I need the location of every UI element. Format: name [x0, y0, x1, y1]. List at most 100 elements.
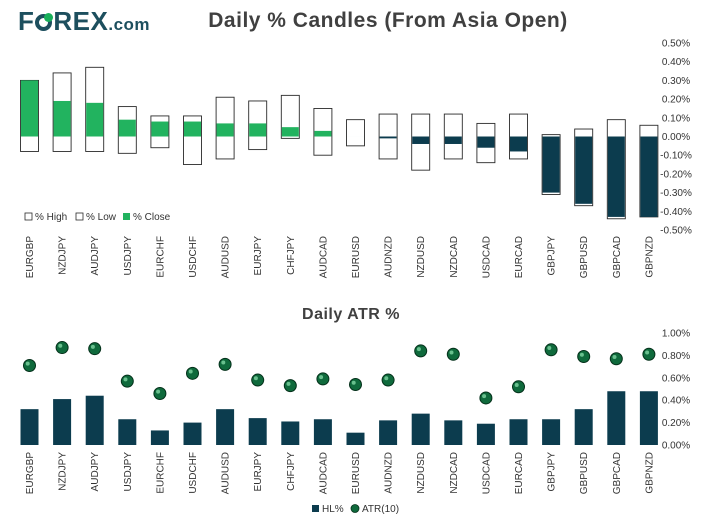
candle-close-audusd [216, 123, 234, 137]
atr-point-nzdusd [414, 344, 428, 358]
atr-point-highlight [221, 360, 226, 365]
atr-point-usdchf [186, 366, 199, 380]
candle-close-eurjpy [249, 123, 267, 137]
atr-point-audnzd [381, 373, 395, 387]
chart2-x-label: NZDUSD [416, 452, 427, 494]
hl-bar-nzdjpy [53, 399, 72, 445]
chart1-y-tick: 0.00% [662, 132, 690, 143]
hl-bar-usdchf [183, 422, 202, 445]
atr-point-eurgbp [23, 358, 36, 372]
chart2-x-label: USDJPY [123, 452, 134, 492]
chart1-title: Daily % Candles (From Asia Open) [208, 9, 567, 32]
atr-point-highlight [123, 377, 128, 382]
chart1-y-tick: 0.20% [662, 95, 690, 106]
hl-bar-gbpnzd [639, 391, 658, 445]
atr-point-nzdcad [446, 347, 460, 361]
chart2-y-tick: 0.80% [662, 351, 690, 362]
legend-hl-swatch [312, 505, 319, 512]
chart2-x-label: USDCHF [188, 452, 199, 494]
chart2-x-label: AUDNZD [384, 452, 395, 494]
atr-point-eurcad [512, 380, 525, 394]
atr-point-audjpy [88, 342, 102, 356]
chart2-x-label: EURJPY [253, 452, 264, 492]
chart2-y-tick: 0.00% [662, 441, 690, 452]
candle-close-gbpjpy [542, 136, 560, 193]
legend-high-label: % High [35, 212, 67, 223]
hl-bar-eurgbp [20, 409, 39, 445]
chart2-x-axis: EURGBP NZDJPY AUDJPY USDJPY EURCHF USDCHF AUDU… [25, 452, 655, 495]
hl-bar-chfjpy [281, 421, 300, 445]
atr-point-eurchf [153, 386, 167, 400]
hl-bar-audusd [216, 409, 235, 445]
atr-point-audcad [316, 372, 330, 386]
atr-point-gbpcad [609, 352, 623, 366]
chart1-x-label: AUDCAD [318, 236, 329, 278]
atr-point-gbpusd [577, 350, 591, 364]
candle-range-eurusd [346, 119, 365, 147]
chart1-x-label: EURCHF [155, 236, 166, 278]
chart2-x-label: GBPUSD [579, 452, 590, 494]
chart2-x-label: GBPJPY [547, 452, 558, 492]
atr-point-nzdjpy [55, 341, 69, 355]
hl-bar-audnzd [379, 420, 398, 445]
atr-point-gbpjpy [544, 343, 558, 357]
chart2-legend: HL% ATR(10) [312, 504, 399, 515]
chart2-x-label: CHFJPY [286, 452, 297, 491]
atr-point-usdcad [479, 391, 493, 405]
candle-close-nzdjpy [53, 100, 71, 137]
atr-point-highlight [253, 376, 258, 381]
atr-point-highlight [319, 375, 324, 380]
legend-atr-label: ATR(10) [362, 504, 399, 515]
chart1-x-label: USDCAD [481, 236, 492, 278]
atr-point-highlight [58, 343, 63, 348]
chart2-y-tick: 1.00% [662, 329, 690, 340]
logo-prefix: F [18, 6, 35, 36]
chart1-x-label: GBPUSD [579, 236, 590, 278]
chart2-x-label: EURCHF [155, 452, 166, 494]
legend-low-swatch [75, 212, 84, 221]
atr-point-audusd [218, 357, 232, 371]
chart2-x-label: AUDUSD [221, 452, 232, 494]
chart2-x-label: EURGBP [25, 452, 36, 495]
chart2-x-label: GBPCAD [612, 452, 623, 494]
atr-point-highlight [416, 347, 421, 352]
chart1-legend: % High % Low % Close [24, 212, 171, 223]
candle-close-gbpcad [607, 136, 625, 217]
chart2-x-label: AUDCAD [318, 452, 329, 494]
candle-close-audnzd [379, 136, 397, 139]
hl-bar-audcad [313, 419, 332, 445]
chart2-x-label: AUDJPY [90, 452, 101, 492]
legend-close-label: % Close [133, 212, 171, 223]
candle-close-eurchf [151, 121, 169, 137]
chart1-y-tick: 0.10% [662, 113, 690, 124]
atr-point-chfjpy [283, 379, 297, 393]
atr-point-highlight [156, 389, 161, 394]
chart1-y-axis: 0.50% 0.40% 0.30% 0.20% 0.10% 0.00% -0.10% -0.2… [660, 39, 692, 237]
chart2-title: Daily ATR % [302, 306, 400, 323]
chart2-x-label: EURUSD [351, 452, 362, 494]
candle-close-audjpy [86, 102, 104, 137]
atr-point-highlight [351, 380, 356, 385]
candle-close-gbpnzd [640, 136, 658, 217]
chart2-y-tick: 0.20% [662, 418, 690, 429]
candle-close-audcad [314, 130, 332, 137]
atr-point-eurusd [349, 378, 362, 392]
chart2-x-label: USDCAD [481, 452, 492, 494]
chart1-x-label: EURCAD [514, 236, 525, 278]
atr-point-highlight [612, 354, 617, 359]
chart1-x-label: GBPJPY [547, 236, 558, 276]
legend-close-swatch [123, 213, 130, 220]
chart1-x-axis: EURGBP NZDJPY AUDJPY USDJPY EURCHF USDCHF AUDU… [25, 236, 655, 279]
atr-point-highlight [188, 369, 193, 374]
atr-point-highlight [384, 376, 389, 381]
chart2-y-tick: 0.60% [662, 373, 690, 384]
chart1-x-label: USDCHF [188, 236, 199, 278]
hl-bar-nzdcad [444, 420, 463, 445]
chart1-y-tick: -0.30% [660, 188, 692, 199]
candle-close-usdchf [184, 121, 201, 137]
atr-point-highlight [514, 382, 519, 387]
hl-bar-usdcad [476, 423, 495, 445]
chart1-y-tick: -0.20% [660, 169, 692, 180]
atr-point-usdjpy [120, 374, 134, 388]
